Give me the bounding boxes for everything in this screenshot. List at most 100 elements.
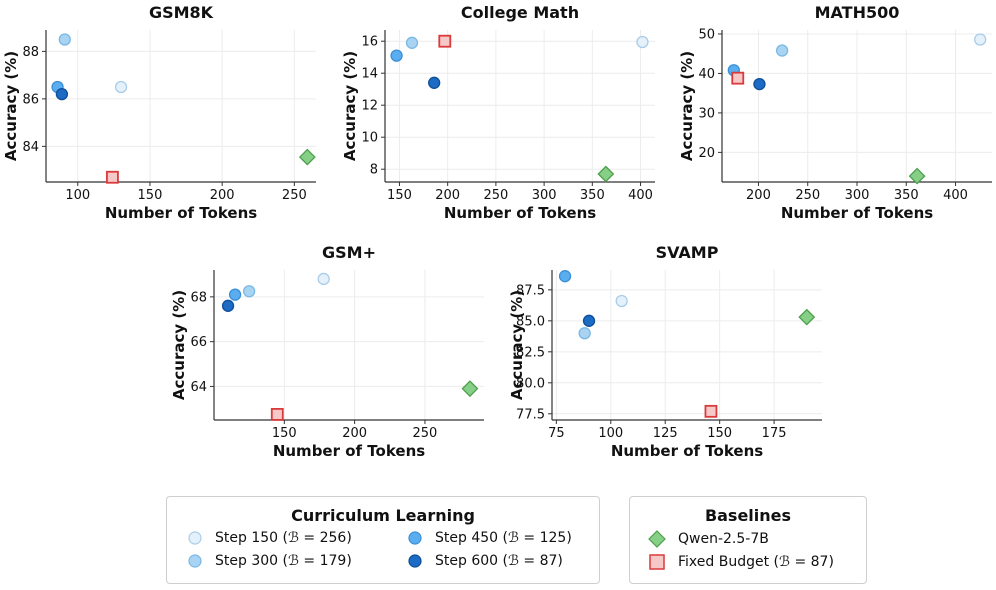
x-tick-label: 100 <box>65 188 90 203</box>
diamond-marker-icon <box>648 530 666 548</box>
legend-item-step150: Step 150 (ℬ = 256) <box>187 530 352 546</box>
data-point-step-600 <box>582 314 596 327</box>
y-tick-label: 66 <box>190 335 207 350</box>
data-point-qwen <box>597 165 615 183</box>
y-tick-label: 14 <box>361 67 378 82</box>
legend-item-step450: Step 450 (ℬ = 125) <box>407 530 572 546</box>
legend-label: Step 150 (ℬ = 256) <box>215 530 352 546</box>
data-point-qwen <box>298 148 316 166</box>
legend-curriculum: Curriculum Learning Step 150 (ℬ = 256) S… <box>166 496 600 584</box>
y-tick-label: 88 <box>22 45 39 60</box>
data-point-step-450 <box>390 49 403 62</box>
legend-label: Step 600 (ℬ = 87) <box>435 553 563 569</box>
subplot-svamp: 75 100 125 150 175 77.5 80.0 82.5 85.0 87.5 SVAMP N… <box>508 243 822 460</box>
x-tick-label: 100 <box>598 426 623 441</box>
legend-label: Fixed Budget (ℬ = 87) <box>678 554 834 570</box>
legend-curriculum-title: Curriculum Learning <box>291 506 475 525</box>
y-tick-label: 87.5 <box>516 283 545 298</box>
legend-label: Step 450 (ℬ = 125) <box>435 530 572 546</box>
legend-label: Step 300 (ℬ = 179) <box>215 553 352 569</box>
y-tick-label: 30 <box>698 106 715 121</box>
x-tick-label: 200 <box>435 188 460 203</box>
y-tick-label: 86 <box>22 92 39 107</box>
x-axis-label: Number of Tokens <box>611 442 763 460</box>
data-point-qwen <box>908 167 926 185</box>
chart-title: SVAMP <box>656 243 719 262</box>
data-point-step-300 <box>58 33 71 46</box>
data-point-qwen <box>461 380 479 398</box>
data-point-fixed-budget <box>704 404 718 418</box>
y-tick-label: 20 <box>698 146 715 161</box>
x-tick-label: 250 <box>483 188 508 203</box>
x-tick-label: 150 <box>387 188 412 203</box>
x-tick-label: 400 <box>943 188 968 203</box>
data-point-step-450 <box>228 288 242 301</box>
y-tick-label: 16 <box>361 35 378 50</box>
data-point-step-300 <box>775 44 789 57</box>
y-tick-label: 85.0 <box>516 314 545 329</box>
data-point-step-300 <box>405 36 419 49</box>
y-tick-label: 12 <box>361 99 378 114</box>
y-axis-label: Accuracy (%) <box>2 51 20 161</box>
x-tick-label: 200 <box>342 426 367 441</box>
data-point-step-300 <box>578 327 591 340</box>
x-tick-label: 200 <box>210 188 235 203</box>
y-tick-label: 68 <box>190 290 207 305</box>
legend-item-qwen: Qwen-2.5-7B <box>648 530 769 548</box>
x-tick-label: 150 <box>272 426 297 441</box>
square-marker-icon <box>649 554 665 570</box>
data-point-step-150 <box>636 35 649 49</box>
data-point-step-450 <box>558 270 572 283</box>
data-point-step-600 <box>428 76 441 89</box>
legend-item-fixed: Fixed Budget (ℬ = 87) <box>648 553 834 571</box>
data-point-step-600 <box>55 87 69 101</box>
data-point-step-150 <box>114 80 128 94</box>
legend-label: Qwen-2.5-7B <box>678 531 769 547</box>
x-tick-label: 350 <box>580 188 605 203</box>
x-tick-label: 400 <box>628 188 653 203</box>
x-axis-label: Number of Tokens <box>105 204 257 222</box>
circle-marker-icon <box>408 531 422 545</box>
data-point-fixed-budget <box>731 71 745 85</box>
x-tick-label: 125 <box>653 426 678 441</box>
x-tick-label: 150 <box>138 188 163 203</box>
subplot-math500: 200 250 300 350 400 20 30 40 50 MATH500 Number of … <box>678 3 992 222</box>
y-tick-label: 84 <box>22 140 39 155</box>
chart-title: GSM+ <box>322 243 376 262</box>
chart-title: MATH500 <box>815 3 900 22</box>
x-tick-label: 200 <box>746 188 771 203</box>
data-point-fixed-budget <box>270 408 284 421</box>
data-point-step-600 <box>221 299 235 312</box>
x-tick-label: 250 <box>413 426 438 441</box>
x-tick-label: 75 <box>548 426 565 441</box>
legend-item-step300: Step 300 (ℬ = 179) <box>187 553 352 569</box>
data-point-qwen <box>798 308 816 326</box>
circle-marker-icon <box>408 554 422 568</box>
x-axis-label: Number of Tokens <box>273 442 425 460</box>
x-tick-label: 250 <box>795 188 820 203</box>
x-axis-label: Number of Tokens <box>444 204 596 222</box>
y-axis-label: Accuracy (%) <box>341 51 359 161</box>
x-tick-label: 250 <box>282 188 307 203</box>
data-point-step-150 <box>615 294 628 308</box>
chart-title: College Math <box>461 3 579 22</box>
x-tick-label: 350 <box>894 188 919 203</box>
x-axis-label: Number of Tokens <box>781 204 933 222</box>
circle-marker-icon <box>188 554 202 568</box>
x-tick-label: 150 <box>707 426 732 441</box>
x-tick-label: 300 <box>532 188 557 203</box>
y-tick-label: 80.0 <box>516 376 545 391</box>
data-point-step-300 <box>243 285 256 298</box>
data-point-fixed-budget <box>438 34 452 48</box>
y-tick-label: 82.5 <box>516 345 545 360</box>
y-axis-label: Accuracy (%) <box>678 51 696 161</box>
subplot-college-math: 150 200 250 300 350 400 8 10 12 14 16 College Math N… <box>341 3 655 222</box>
subplot-gsm8k: 100 150 200 250 84 86 88 GSM8K Number of Tokens A… <box>2 3 316 222</box>
chart-title: GSM8K <box>149 3 214 22</box>
data-point-step-150 <box>974 33 987 46</box>
legend-baselines: Baselines Qwen-2.5-7B Fixed Budget (ℬ = … <box>629 496 867 584</box>
legend-item-step600: Step 600 (ℬ = 87) <box>407 553 563 569</box>
y-axis-label: Accuracy (%) <box>508 290 526 400</box>
x-tick-label: 300 <box>845 188 870 203</box>
data-point-step-150 <box>317 272 330 286</box>
